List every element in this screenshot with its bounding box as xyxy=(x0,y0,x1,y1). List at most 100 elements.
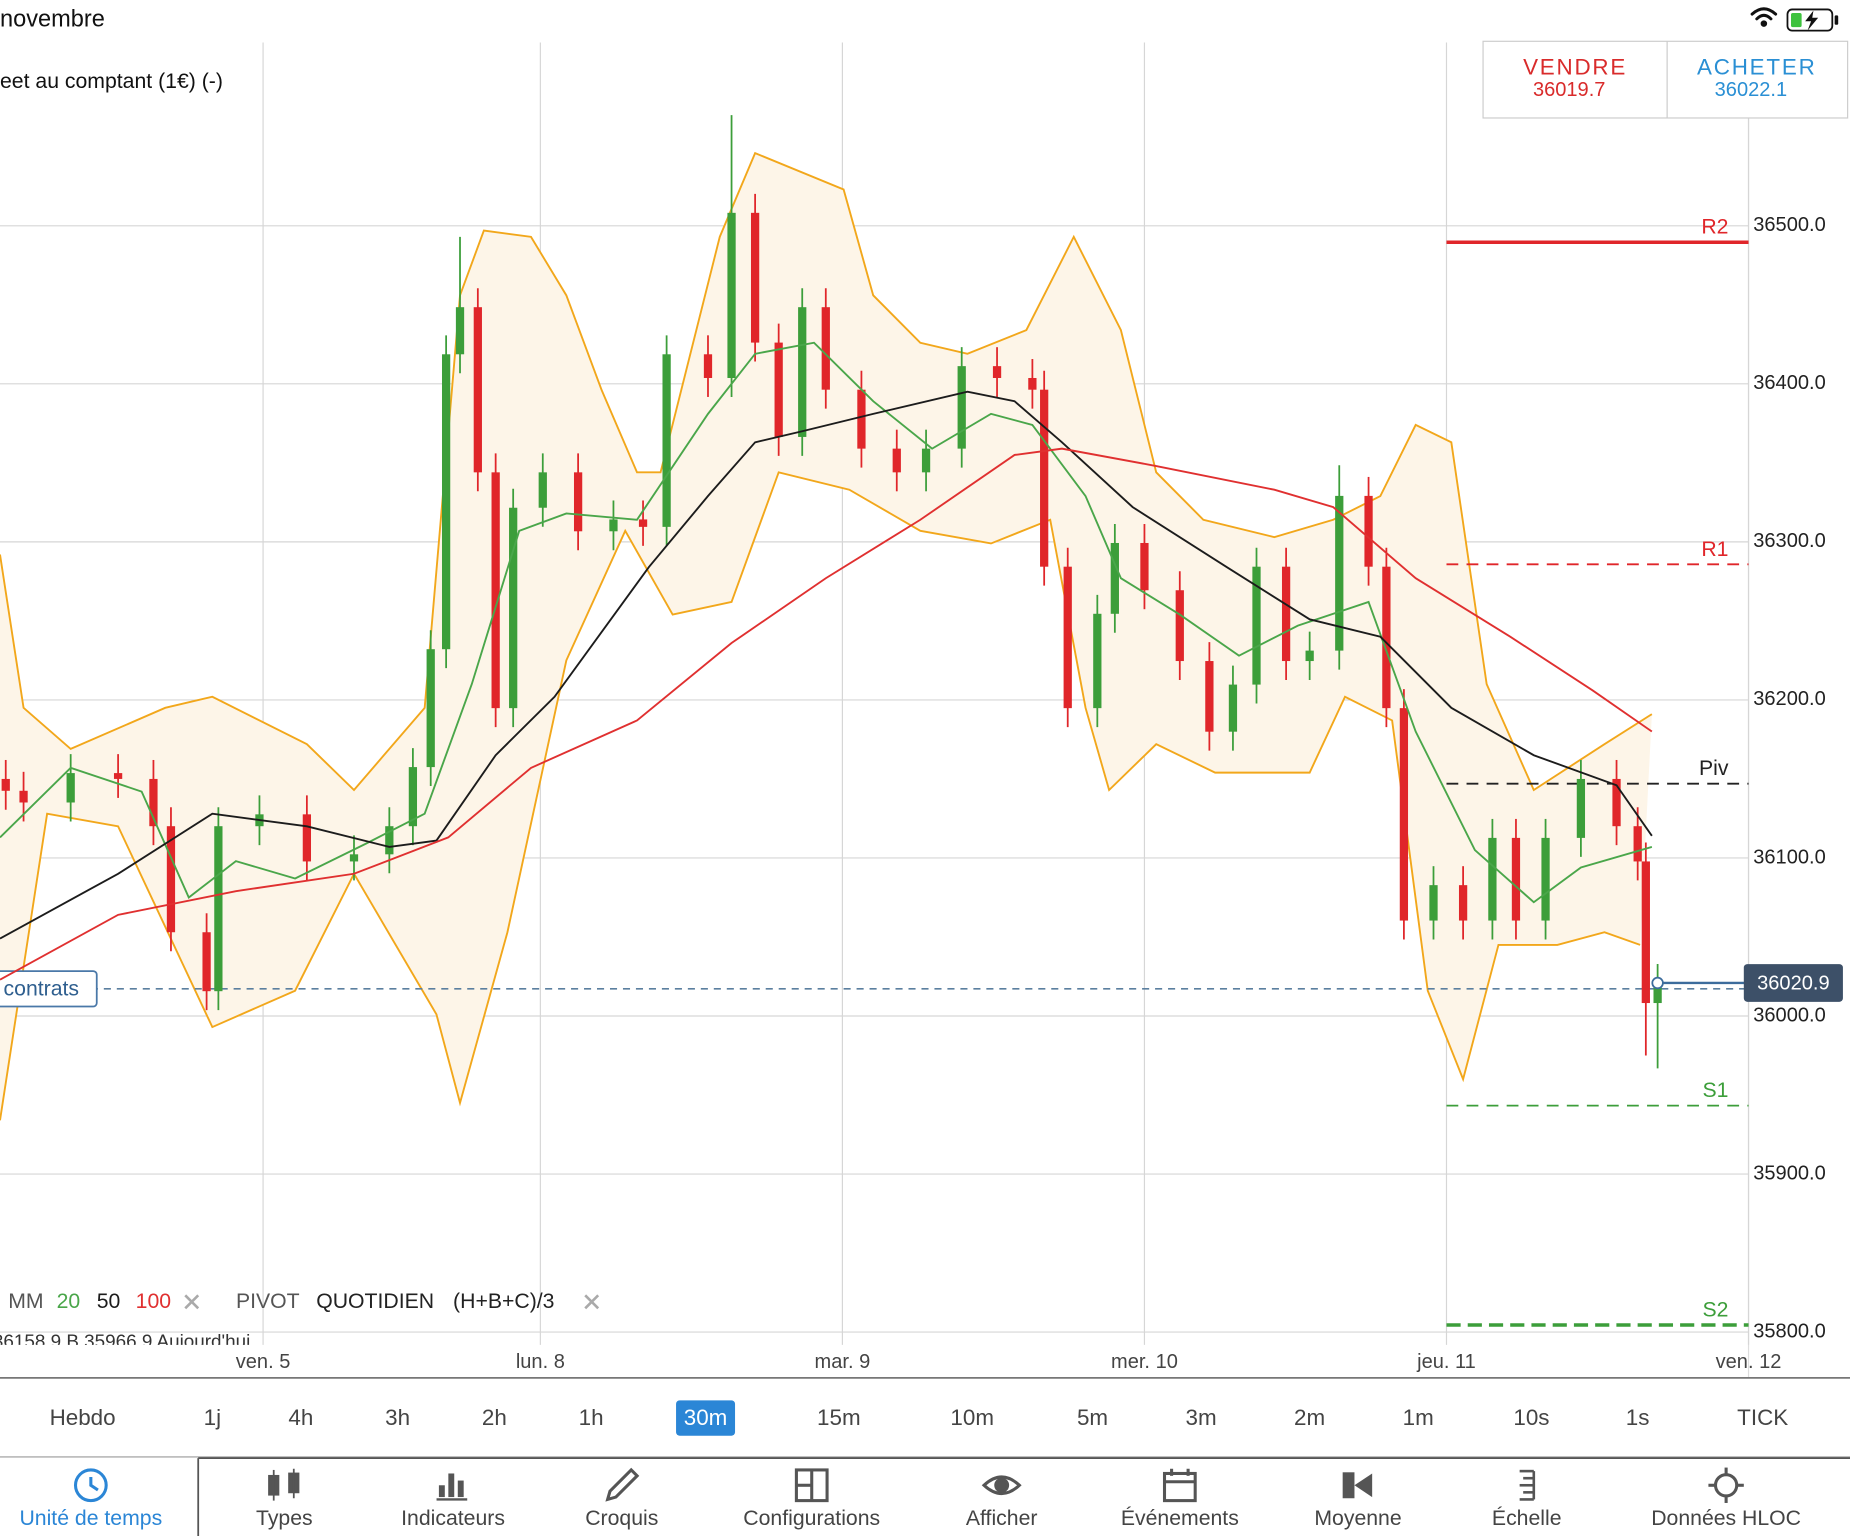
candle-body xyxy=(1093,613,1102,709)
tab-label[interactable]: Événements xyxy=(1121,1505,1239,1530)
moving-average xyxy=(0,390,1653,940)
tab-label[interactable]: Configurations xyxy=(743,1507,880,1530)
x-tick-label: mar. 9 xyxy=(815,1351,871,1373)
timeframe-option[interactable]: 2h xyxy=(482,1405,507,1430)
candle-body xyxy=(1641,861,1650,1004)
moving-average xyxy=(0,341,1653,904)
buy-price[interactable]: 36022.1 xyxy=(1715,79,1787,101)
legend-pivot-formula: (H+B+C)/3 xyxy=(453,1290,554,1313)
sell-price[interactable]: 36019.7 xyxy=(1533,79,1605,101)
pivot-label: R1 xyxy=(1701,538,1728,561)
candle-body xyxy=(1305,650,1314,662)
candle-body xyxy=(1,778,10,791)
timeframe-option[interactable]: 5m xyxy=(1077,1405,1108,1430)
timeframe-option[interactable]: 1j xyxy=(204,1405,221,1430)
timeframe-selected xyxy=(676,1400,736,1436)
quote-box: VENDRE 36019.7 ACHETER 36022.1 xyxy=(1482,40,1849,119)
tab-label[interactable]: Afficher xyxy=(966,1507,1038,1530)
candle-body xyxy=(1541,837,1550,921)
candle-body xyxy=(1335,495,1344,651)
sell-label[interactable]: VENDRE xyxy=(1523,54,1627,79)
tab-label[interactable]: Données HLOC xyxy=(1651,1507,1801,1530)
remove-ma-icon[interactable] xyxy=(184,1294,200,1310)
candle-body xyxy=(1399,708,1409,921)
instrument-name: eet au comptant (1€) (-) xyxy=(0,70,223,93)
candle-body xyxy=(1028,377,1037,390)
last-price-dot xyxy=(1651,976,1664,990)
candle-body xyxy=(166,826,176,933)
candle-body xyxy=(1511,837,1521,921)
tab-label[interactable]: Moyenne xyxy=(1314,1507,1401,1530)
candle-body xyxy=(1488,837,1497,921)
timeframe-option[interactable]: 3m xyxy=(1186,1405,1217,1430)
calendar-icon xyxy=(1162,1468,1197,1503)
candle-body xyxy=(774,342,783,437)
candle-body xyxy=(491,472,500,709)
timeframe-option[interactable]: 4h xyxy=(288,1405,313,1430)
candle-body xyxy=(573,472,583,532)
legend-pivot: PIVOT xyxy=(236,1290,300,1313)
candle-body xyxy=(1175,590,1184,662)
x-tick-label: ven. 12 xyxy=(1716,1351,1782,1373)
quote-frame xyxy=(1482,40,1849,119)
candle-body xyxy=(1429,885,1438,921)
position-label[interactable]: contrats xyxy=(4,978,79,1001)
pivot-label: S2 xyxy=(1703,1298,1729,1321)
candle-body xyxy=(538,472,547,508)
candle-body xyxy=(202,932,211,992)
tab-label[interactable]: Échelle xyxy=(1492,1505,1562,1530)
candle-body xyxy=(509,507,518,709)
candle-body xyxy=(113,773,123,779)
timeframe-option[interactable]: 2m xyxy=(1294,1405,1325,1430)
candle-body xyxy=(609,519,618,532)
timeframe-option[interactable]: 10m xyxy=(950,1405,994,1430)
candle-body xyxy=(921,448,931,473)
candle-body xyxy=(149,778,158,827)
candle-body xyxy=(821,307,830,390)
candle-body xyxy=(857,389,866,449)
timeframe-option[interactable]: 3h xyxy=(385,1405,410,1430)
buy-label[interactable]: ACHETER xyxy=(1697,54,1816,79)
layout-icon xyxy=(794,1468,829,1503)
timeframe-option[interactable]: Hebdo xyxy=(50,1405,116,1430)
plot-area: 35800.0 35900.0 36000.0 36100.0 36200.0 36300… xyxy=(0,42,1843,1378)
candles-icon xyxy=(268,1468,300,1501)
candle-body xyxy=(385,826,394,855)
candle-body xyxy=(19,790,28,803)
tab-label[interactable]: Unité de temps xyxy=(19,1507,162,1530)
candle-body xyxy=(727,212,736,378)
candle-body xyxy=(1633,826,1642,862)
candle-body xyxy=(214,826,223,992)
timeframe-option[interactable]: 1h xyxy=(579,1405,604,1430)
candle-body xyxy=(1252,566,1261,685)
pivot-label: S1 xyxy=(1703,1079,1729,1102)
last-price-label: 36020.9 xyxy=(1757,972,1829,994)
average-icon xyxy=(1342,1472,1373,1499)
pivot-label: R2 xyxy=(1701,216,1728,239)
timeframe-option[interactable]: 1s xyxy=(1626,1405,1650,1430)
tab-label[interactable]: Indicateurs xyxy=(401,1507,505,1530)
timeframe-option[interactable]: TICK xyxy=(1737,1405,1788,1430)
candle-body xyxy=(408,767,418,827)
position-box xyxy=(0,970,98,1008)
x-tick-label: mer. 10 xyxy=(1111,1351,1178,1373)
candle-body xyxy=(426,649,435,768)
indicator-legend: MM 20 50 100 PIVOT QUOTIDIEN (H+B+C)/3 3… xyxy=(0,1290,600,1345)
remove-pivot-icon[interactable] xyxy=(584,1294,600,1310)
candle-body xyxy=(1040,389,1049,567)
timeframe-option[interactable]: 15m xyxy=(817,1405,861,1430)
timeframe-option[interactable]: 30m xyxy=(684,1405,728,1430)
x-tick-label: jeu. 11 xyxy=(1416,1351,1476,1373)
candle-body xyxy=(638,519,648,527)
x-tick-label: lun. 8 xyxy=(516,1351,565,1373)
candle-body xyxy=(1063,566,1072,709)
pivot-label: Piv xyxy=(1699,757,1729,780)
tab-label[interactable]: Types xyxy=(256,1507,313,1530)
y-tick-label: 36100.0 xyxy=(1753,846,1825,868)
timeframe-option[interactable]: 1m xyxy=(1403,1405,1434,1430)
candle-body xyxy=(1140,542,1149,591)
x-tick-label: ven. 5 xyxy=(236,1351,291,1373)
candle-body xyxy=(1110,542,1119,614)
timeframe-option[interactable]: 10s xyxy=(1513,1405,1549,1430)
tab-label[interactable]: Croquis xyxy=(585,1507,658,1530)
